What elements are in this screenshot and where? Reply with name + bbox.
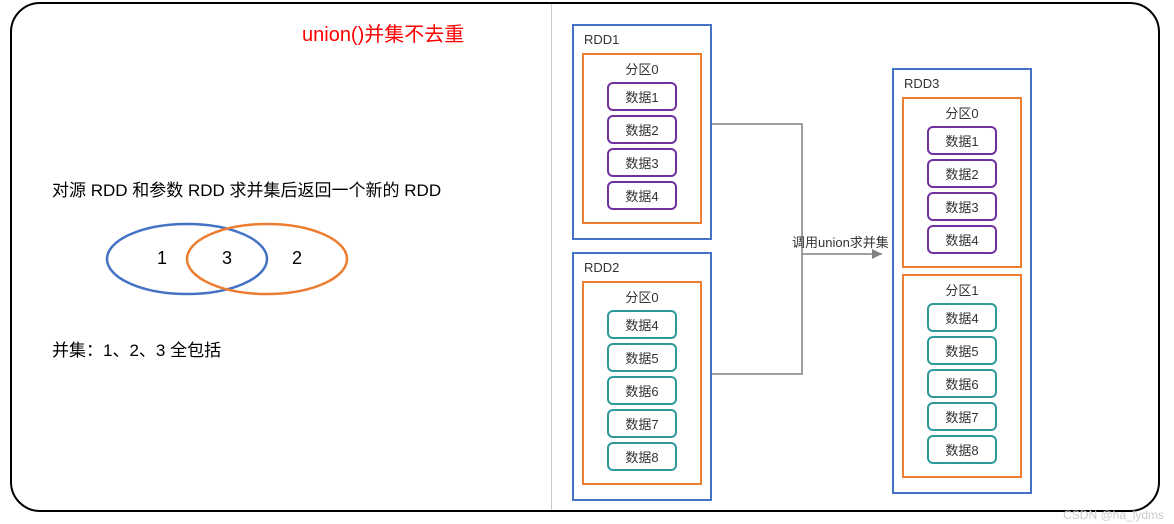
data-item: 数据4 bbox=[607, 181, 677, 210]
rdd1-box: RDD1 分区0 数据1 数据2 数据3 数据4 bbox=[572, 24, 712, 240]
data-item: 数据5 bbox=[607, 343, 677, 372]
venn-diagram: 1 3 2 bbox=[82, 204, 362, 314]
description-text: 对源 RDD 和参数 RDD 求并集后返回一个新的 RDD bbox=[52, 176, 441, 201]
data-item: 数据7 bbox=[607, 409, 677, 438]
line-rdd2 bbox=[712, 254, 802, 374]
data-item: 数据4 bbox=[927, 225, 997, 254]
data-item: 数据3 bbox=[927, 192, 997, 221]
rdd1-partition0: 分区0 数据1 数据2 数据3 数据4 bbox=[582, 53, 702, 224]
data-item: 数据1 bbox=[927, 126, 997, 155]
summary-text: 并集：1、2、3 全包括 bbox=[52, 336, 221, 361]
rdd3-partition0-label: 分区0 bbox=[910, 103, 1014, 122]
watermark-text: CSDN @ha_lydms bbox=[1063, 508, 1164, 522]
venn-right-label: 2 bbox=[292, 248, 302, 268]
data-item: 数据6 bbox=[927, 369, 997, 398]
data-item: 数据2 bbox=[607, 115, 677, 144]
venn-left-label: 1 bbox=[157, 248, 167, 268]
diagram-frame: union()并集不去重 对源 RDD 和参数 RDD 求并集后返回一个新的 R… bbox=[10, 2, 1160, 512]
data-item: 数据2 bbox=[927, 159, 997, 188]
rdd3-partition0: 分区0 数据1 数据2 数据3 数据4 bbox=[902, 97, 1022, 268]
data-item: 数据3 bbox=[607, 148, 677, 177]
data-item: 数据8 bbox=[607, 442, 677, 471]
data-item: 数据8 bbox=[927, 435, 997, 464]
data-item: 数据5 bbox=[927, 336, 997, 365]
left-panel: union()并集不去重 对源 RDD 和参数 RDD 求并集后返回一个新的 R… bbox=[12, 4, 552, 510]
rdd3-partition1: 分区1 数据4 数据5 数据6 数据7 数据8 bbox=[902, 274, 1022, 478]
page-title: union()并集不去重 bbox=[302, 18, 464, 47]
data-item: 数据4 bbox=[607, 310, 677, 339]
rdd2-box: RDD2 分区0 数据4 数据5 数据6 数据7 数据8 bbox=[572, 252, 712, 501]
rdd1-partition0-label: 分区0 bbox=[590, 59, 694, 78]
rdd3-box: RDD3 分区0 数据1 数据2 数据3 数据4 分区1 数据4 数据5 数据6… bbox=[892, 68, 1032, 494]
rdd3-partition1-label: 分区1 bbox=[910, 280, 1014, 299]
right-panel: 调用union求并集 RDD1 分区0 数据1 数据2 数据3 数据4 RDD2… bbox=[552, 4, 1158, 510]
rdd2-label: RDD2 bbox=[584, 260, 702, 275]
rdd1-label: RDD1 bbox=[584, 32, 702, 47]
data-item: 数据1 bbox=[607, 82, 677, 111]
rdd2-partition0: 分区0 数据4 数据5 数据6 数据7 数据8 bbox=[582, 281, 702, 485]
rdd3-label: RDD3 bbox=[904, 76, 1022, 91]
data-item: 数据6 bbox=[607, 376, 677, 405]
rdd2-partition0-label: 分区0 bbox=[590, 287, 694, 306]
data-item: 数据4 bbox=[927, 303, 997, 332]
venn-mid-label: 3 bbox=[222, 248, 232, 268]
data-item: 数据7 bbox=[927, 402, 997, 431]
arrow-label: 调用union求并集 bbox=[792, 232, 889, 251]
